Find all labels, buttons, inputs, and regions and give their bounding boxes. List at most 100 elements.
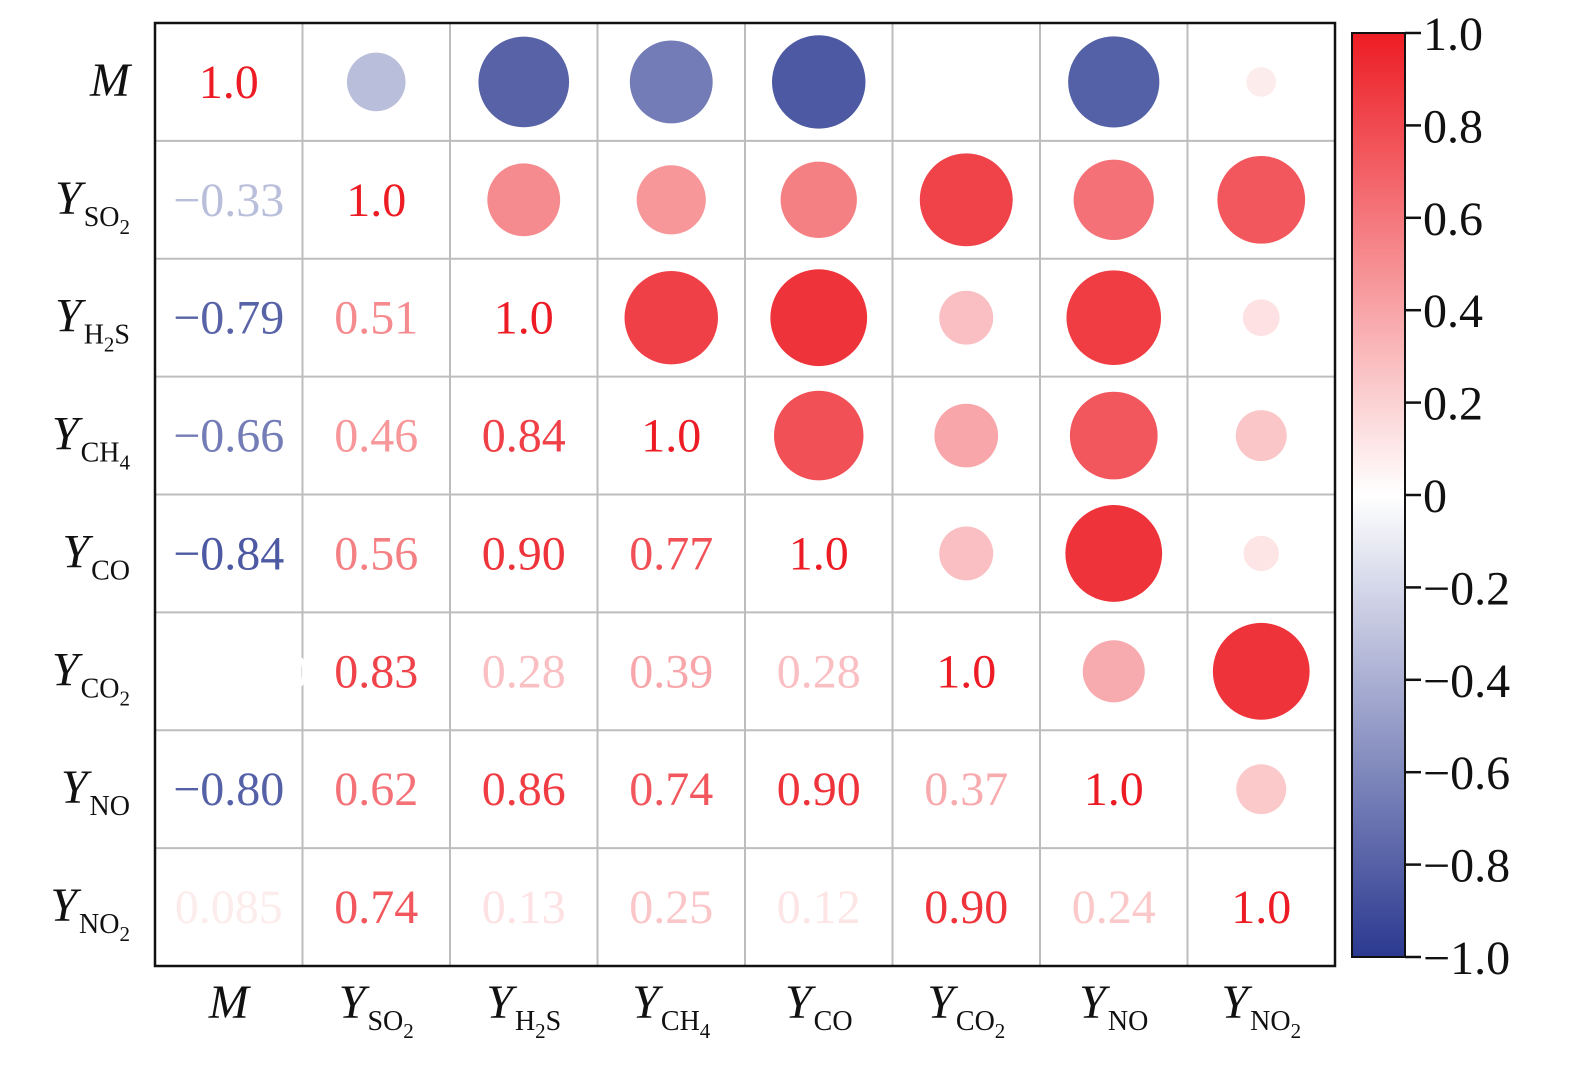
correlation-value-label: 0.74: [629, 763, 713, 816]
correlation-value-label: 0.28: [777, 645, 861, 698]
colorbar-tick-label: −0.2: [1423, 562, 1510, 615]
colorbar: 1.0 0.8 0.6 0.4 0.2 0 −0.2 −0.4 −0.6 −0.8 −1.0: [1351, 8, 1510, 985]
correlation-circle: [934, 403, 999, 468]
colorbar-tick-label: 1.0: [1423, 8, 1483, 61]
correlation-value-label: −0.79: [173, 292, 284, 345]
colorbar-tick-label: 0.8: [1423, 100, 1483, 153]
correlation-value-label: −0.84: [173, 527, 284, 580]
correlation-value-label: 0.37: [924, 763, 1008, 816]
correlation-value-label: 0.24: [1072, 881, 1156, 934]
correlation-circle: [1073, 159, 1154, 240]
variable-label: YCO2: [52, 643, 130, 710]
correlation-circle: [772, 35, 866, 129]
correlation-value-label: 0.12: [777, 881, 861, 934]
correlation-circle: [487, 163, 561, 237]
variable-label: YNO: [61, 761, 130, 822]
correlation-value-label: 0.51: [334, 292, 418, 345]
correlation-circle: [780, 161, 857, 238]
variable-label: YNO: [1079, 976, 1148, 1037]
correlation-value-label: −0.66: [173, 410, 284, 463]
correlation-circle: [1082, 640, 1145, 703]
correlation-circle: [629, 40, 713, 124]
correlation-circle: [1235, 410, 1287, 462]
correlation-value-label: 0.77: [629, 527, 713, 580]
correlation-value-label: 1.0: [936, 645, 996, 698]
correlation-value-label: 1.0: [346, 174, 406, 227]
correlation-circle: [636, 165, 706, 235]
correlation-circle: [939, 526, 994, 581]
correlation-circle: [770, 269, 868, 367]
row-labels: M YSO2 YH2S YCH4 YCO YCO2 YNO YNO2: [50, 54, 133, 946]
colorbar-tick-label: −0.4: [1423, 655, 1510, 708]
variable-label: YSO2: [339, 976, 414, 1043]
matrix-cells: 1.0 −0.33 1.0 −0.79 0.51 1.0 −0.66 0.46 0.84 1.0 −…: [149, 35, 1310, 934]
correlation-circle: [1068, 36, 1160, 128]
correlation-circle: [1065, 505, 1163, 602]
correlation-value-label: 1.0: [199, 56, 259, 109]
correlation-value-label: 1.0: [1231, 881, 1291, 934]
variable-label: M: [208, 976, 252, 1029]
correlation-value-label: 0.84: [482, 410, 566, 463]
variable-label: YCO2: [927, 976, 1005, 1043]
correlation-value-label: 1.0: [494, 292, 554, 345]
correlation-value-label: −0.33: [173, 174, 284, 227]
colorbar-tick-label: −0.6: [1423, 747, 1510, 800]
colorbar-tick-label: 0.4: [1423, 285, 1483, 338]
correlation-value-label: 0.86: [482, 763, 566, 816]
grid-lines: [155, 23, 1335, 966]
correlation-circle: [939, 290, 994, 345]
correlation-value-label: 1.0: [641, 410, 701, 463]
correlation-value-label: 0.25: [629, 881, 713, 934]
correlation-value-label: 1.0: [1084, 763, 1144, 816]
colorbar-gradient: [1351, 32, 1406, 958]
correlation-value-label: −0.0020: [149, 645, 308, 698]
column-labels: M YSO2 YH2S YCH4 YCO YCO2 YNO YNO2: [208, 976, 1301, 1043]
correlation-circle: [1212, 622, 1310, 720]
correlation-value-label: 0.56: [334, 527, 418, 580]
correlation-value-label: 0.085: [175, 881, 283, 934]
correlation-circle: [1066, 270, 1162, 365]
correlation-value-label: 0.28: [482, 645, 566, 698]
correlation-value-label: 0.74: [334, 881, 418, 934]
variable-label: M: [89, 54, 133, 107]
variable-label: YH2S: [486, 976, 561, 1043]
correlation-value-label: 0.83: [334, 645, 418, 698]
correlation-value-label: −0.80: [173, 763, 284, 816]
correlation-circle: [1246, 67, 1277, 97]
colorbar-tick-label: −0.8: [1423, 840, 1510, 893]
variable-label: YNO2: [1221, 976, 1301, 1043]
plot-frame: [153, 21, 1337, 968]
colorbar-tick-label: 0.6: [1423, 193, 1483, 246]
correlation-value-label: 0.39: [629, 645, 713, 698]
correlation-value-label: 1.0: [789, 527, 849, 580]
correlation-value-label: 0.46: [334, 410, 418, 463]
variable-label: YNO2: [50, 879, 130, 946]
correlation-circle: [346, 52, 406, 112]
colorbar-tick-label: 0: [1423, 470, 1447, 523]
variable-label: YCH4: [52, 408, 131, 475]
correlation-value-label: 0.13: [482, 881, 566, 934]
correlation-circle: [1217, 155, 1306, 244]
correlation-value-label: 0.90: [924, 881, 1008, 934]
colorbar-ticks: 1.0 0.8 0.6 0.4 0.2 0 −0.2 −0.4 −0.6 −0.8 −1.0: [1405, 8, 1510, 985]
correlation-circle: [919, 153, 1013, 247]
correlation-circle: [773, 390, 864, 481]
correlation-circle: [1069, 391, 1158, 480]
variable-label: YCO: [62, 525, 130, 586]
variable-label: YH2S: [55, 290, 130, 357]
correlation-value-label: 0.90: [482, 527, 566, 580]
correlation-value-label: 0.62: [334, 763, 418, 816]
correlation-circle: [963, 79, 969, 85]
correlation-value-label: 0.90: [777, 763, 861, 816]
variable-label: YSO2: [55, 172, 130, 239]
correlation-circle: [624, 270, 718, 365]
variable-label: YCO: [785, 976, 853, 1037]
variable-label: YCH4: [632, 976, 711, 1043]
colorbar-tick-label: −1.0: [1423, 932, 1510, 985]
correlation-circle: [1236, 764, 1287, 815]
correlation-circle: [1243, 535, 1279, 572]
colorbar-tick-label: 0.2: [1423, 378, 1483, 431]
correlation-circle: [1242, 299, 1280, 337]
correlation-circle: [478, 36, 570, 128]
